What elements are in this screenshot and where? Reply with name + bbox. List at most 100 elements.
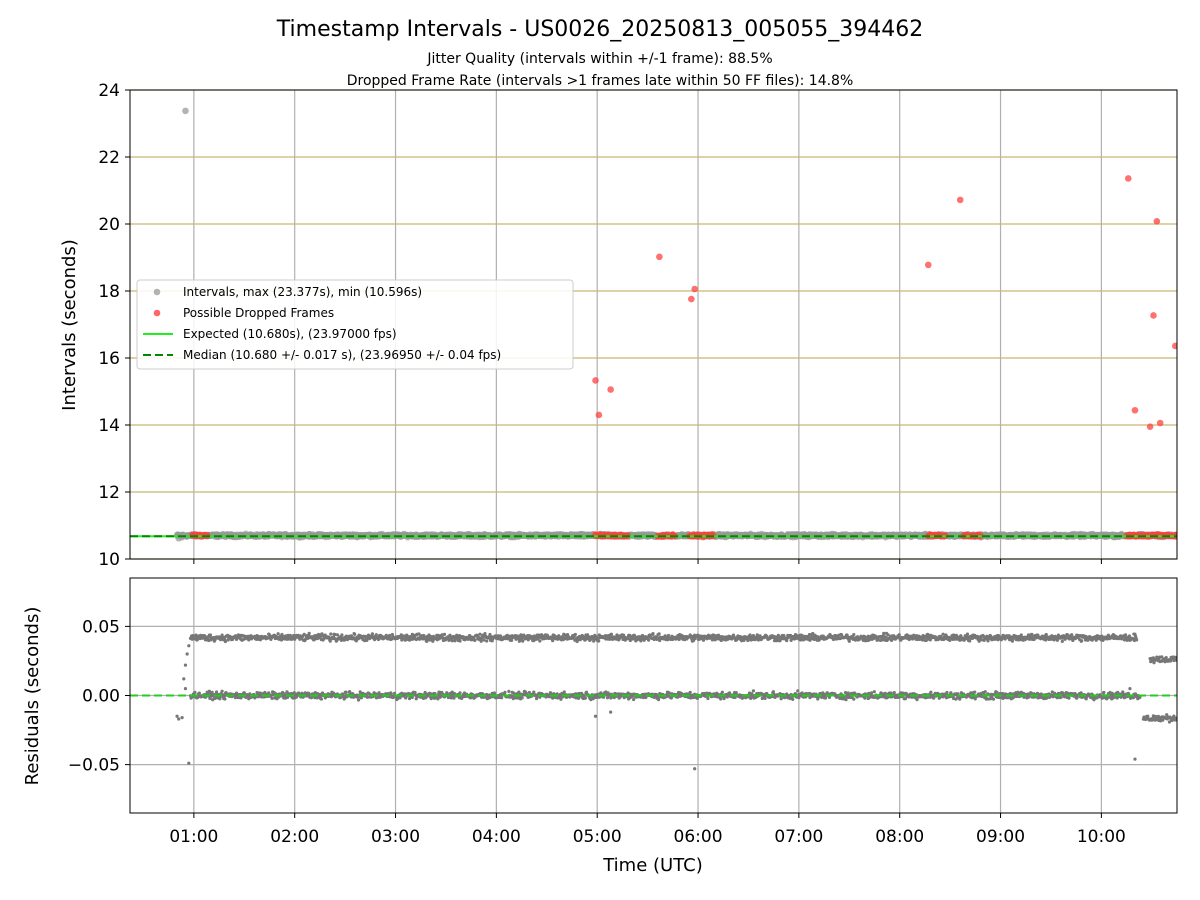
residual-point xyxy=(207,689,211,693)
residual-point xyxy=(626,637,630,641)
legend-box xyxy=(136,279,574,370)
residual-point xyxy=(195,638,199,642)
residual-point xyxy=(886,633,890,637)
residual-point xyxy=(573,632,577,637)
residual-point xyxy=(309,696,314,700)
residual-point xyxy=(701,638,706,642)
residual-point xyxy=(482,638,486,642)
residual-point xyxy=(442,632,447,636)
legend-entry-label: Median (10.680 +/- 0.017 s), (23.96950 +… xyxy=(183,348,501,362)
residual-point xyxy=(356,698,361,702)
residual-point xyxy=(597,639,601,643)
residual-point xyxy=(413,690,417,695)
residual-point xyxy=(954,633,958,637)
top-plot-area xyxy=(130,107,1177,542)
residual-point xyxy=(526,638,530,642)
residual-point xyxy=(485,639,489,643)
top-ytick-label: 24 xyxy=(98,81,120,101)
dropped-frame-point xyxy=(956,196,964,204)
bottom-plot-area xyxy=(130,631,1177,771)
residual-point xyxy=(719,638,723,643)
residual-point xyxy=(609,632,614,636)
residual-point xyxy=(1019,633,1023,637)
residual-point xyxy=(651,632,655,636)
residual-point xyxy=(897,633,901,637)
residual-point xyxy=(881,638,885,642)
residual-point xyxy=(635,638,640,642)
residual-point xyxy=(365,638,369,643)
residual-point xyxy=(632,697,636,702)
residual-point xyxy=(344,690,348,694)
residual-point xyxy=(1071,638,1075,643)
top-ytick-label: 12 xyxy=(98,483,120,503)
dropped-frame-point xyxy=(595,411,603,419)
dropped-frame-point xyxy=(1146,423,1154,430)
residual-point xyxy=(478,632,482,636)
residual-point xyxy=(982,638,986,642)
residual-point xyxy=(920,638,925,642)
residual-point xyxy=(755,633,759,637)
bottom-ytick-label: 0.00 xyxy=(82,687,120,707)
residual-point xyxy=(374,633,378,637)
residual-point xyxy=(276,632,280,636)
residual-point xyxy=(370,632,375,636)
bottom-ytick-label: 0.05 xyxy=(82,617,120,637)
residual-point xyxy=(583,696,587,700)
residual-point xyxy=(450,639,454,643)
residual-point xyxy=(196,695,200,700)
chart-subtitle-dropped: Dropped Frame Rate (intervals >1 frames … xyxy=(347,73,854,89)
residual-point xyxy=(1127,634,1132,638)
residual-point xyxy=(710,638,714,642)
residual-point xyxy=(1044,638,1048,642)
residual-point xyxy=(329,632,333,636)
residual-point xyxy=(503,690,507,694)
residual-point xyxy=(458,639,462,643)
residual-point xyxy=(852,633,856,637)
dropped-frame-point xyxy=(1156,419,1164,427)
dropped-frame-point xyxy=(1153,218,1161,225)
top-ytick-label: 14 xyxy=(98,416,120,436)
residual-point xyxy=(1065,633,1069,637)
residual-point xyxy=(657,632,661,636)
residual-point xyxy=(373,638,377,642)
residual-point xyxy=(986,639,990,643)
residual-point xyxy=(417,632,421,636)
residual-point xyxy=(220,633,224,637)
residual-point xyxy=(782,634,786,638)
residual-point xyxy=(538,639,542,643)
top-ytick-label: 18 xyxy=(98,282,120,302)
residual-point xyxy=(223,639,228,644)
residual-point xyxy=(666,633,671,638)
residual-point xyxy=(479,639,483,643)
residual-point xyxy=(319,697,323,701)
residual-point xyxy=(307,631,311,635)
residual-point xyxy=(223,697,227,701)
residual-point xyxy=(214,690,219,694)
residual-point xyxy=(510,638,514,642)
residual-point xyxy=(210,690,214,694)
residual-point xyxy=(968,639,972,643)
legend-red-marker xyxy=(153,309,161,317)
legend-entry-label: Possible Dropped Frames xyxy=(183,306,334,320)
dropped-frame-point xyxy=(1172,342,1177,350)
legend: Intervals, max (23.377s), min (10.596s)P… xyxy=(136,279,574,370)
residual-point xyxy=(218,697,222,701)
residual-point xyxy=(646,638,651,642)
top-ytick-label: 10 xyxy=(98,550,120,570)
residual-point xyxy=(807,636,811,640)
residual-point xyxy=(220,689,224,693)
residual-point xyxy=(197,691,201,695)
interval-point xyxy=(178,533,186,541)
chart-title: Timestamp Intervals - US0026_20250813_00… xyxy=(276,17,923,42)
residual-point xyxy=(758,634,762,638)
residual-point xyxy=(507,689,511,693)
residual-point xyxy=(928,638,932,642)
residual-point xyxy=(335,633,340,637)
residual-point xyxy=(466,637,470,641)
top-ytick-label: 16 xyxy=(98,349,120,369)
residual-point xyxy=(562,690,566,694)
chart-subtitle-jitter: Jitter Quality (intervals within +/-1 fr… xyxy=(426,51,772,67)
residual-point xyxy=(387,633,392,638)
residual-point xyxy=(270,696,274,701)
